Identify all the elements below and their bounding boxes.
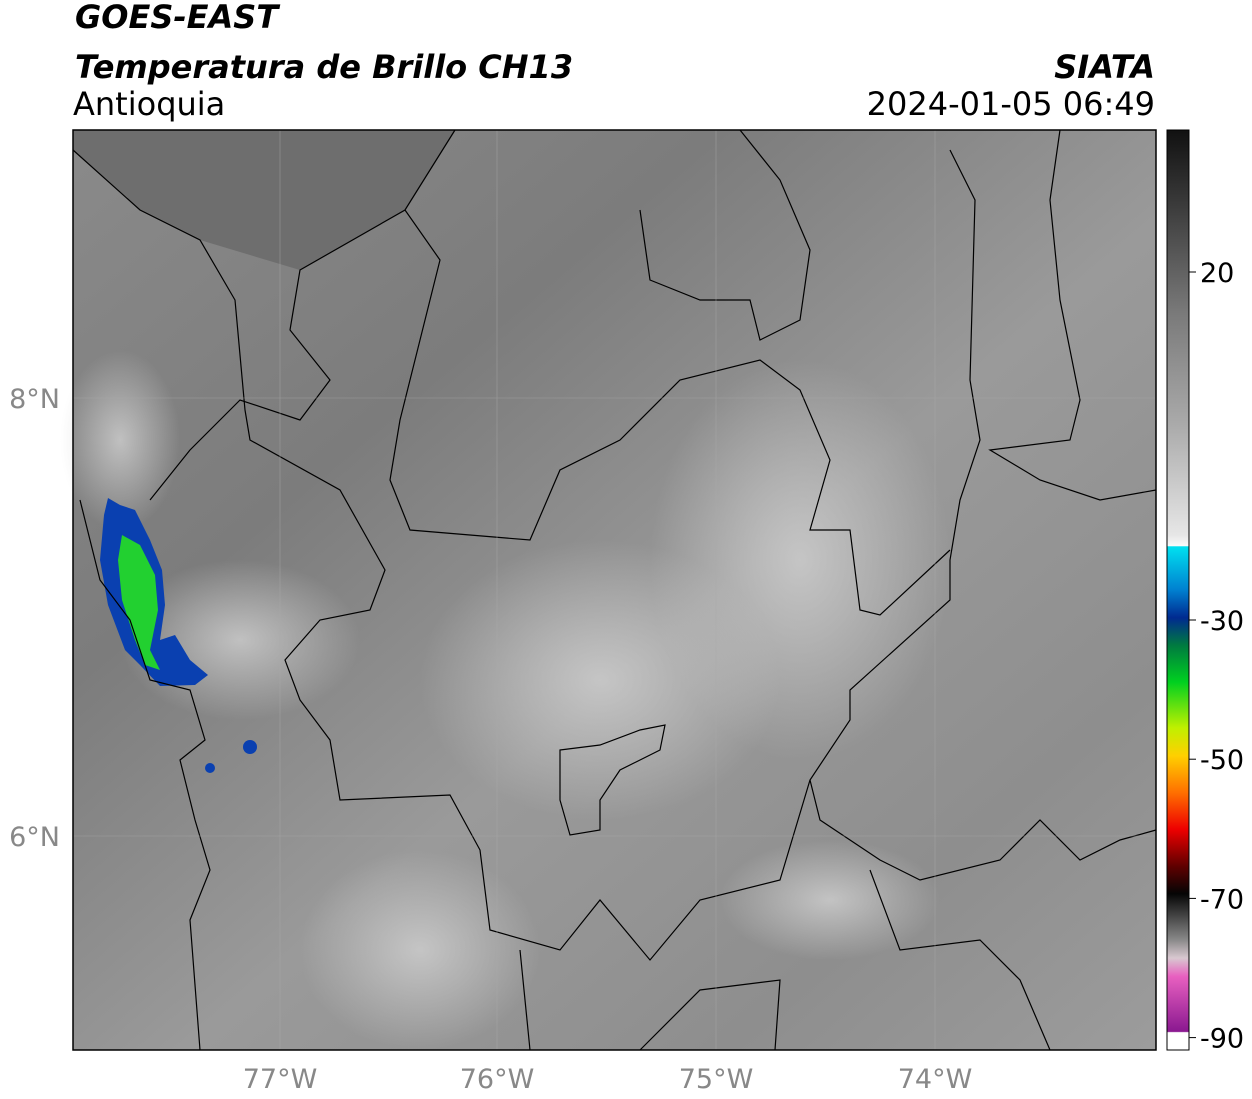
colorbar-tick-label: 20 bbox=[1200, 258, 1234, 289]
storm-core bbox=[118, 535, 160, 670]
region: Antioquia bbox=[73, 85, 225, 123]
graticule bbox=[73, 130, 1156, 1050]
colorbar-tick-label: -70 bbox=[1200, 884, 1244, 915]
colorbar-ticks: 20 -30 -50 -70 -90 bbox=[1189, 258, 1244, 1055]
lat-label: 8°N bbox=[9, 384, 60, 415]
colorbar-tick-label: -30 bbox=[1200, 606, 1244, 637]
cloud bbox=[720, 840, 940, 960]
lon-label: 75°W bbox=[679, 1064, 754, 1095]
lat-label: 6°N bbox=[9, 822, 60, 853]
title: GOES-EAST bbox=[75, 0, 280, 36]
map-frame bbox=[72, 129, 1157, 1051]
datetime: 2024-01-05 06:49 bbox=[867, 85, 1155, 123]
cloud bbox=[650, 360, 950, 760]
cloud bbox=[300, 850, 540, 1050]
lat-labels: 8°N 6°N bbox=[9, 384, 60, 853]
subtitle: Temperatura de Brillo CH13 bbox=[75, 48, 573, 86]
borders bbox=[72, 129, 1157, 1051]
cloud bbox=[60, 350, 180, 530]
storm-cell bbox=[243, 740, 257, 754]
organization: SIATA bbox=[1054, 48, 1155, 86]
lon-label: 74°W bbox=[898, 1064, 973, 1095]
sea-area bbox=[73, 130, 455, 270]
lon-labels: 77°W 76°W 75°W 74°W bbox=[243, 1064, 973, 1095]
colorbar bbox=[1166, 129, 1190, 1051]
lon-label: 77°W bbox=[243, 1064, 318, 1095]
lon-label: 76°W bbox=[460, 1064, 535, 1095]
storm-cell bbox=[205, 763, 215, 773]
colorbar-tick-label: -50 bbox=[1200, 745, 1244, 776]
map bbox=[60, 129, 1157, 1051]
colorbar-tick-label: -90 bbox=[1200, 1024, 1244, 1055]
